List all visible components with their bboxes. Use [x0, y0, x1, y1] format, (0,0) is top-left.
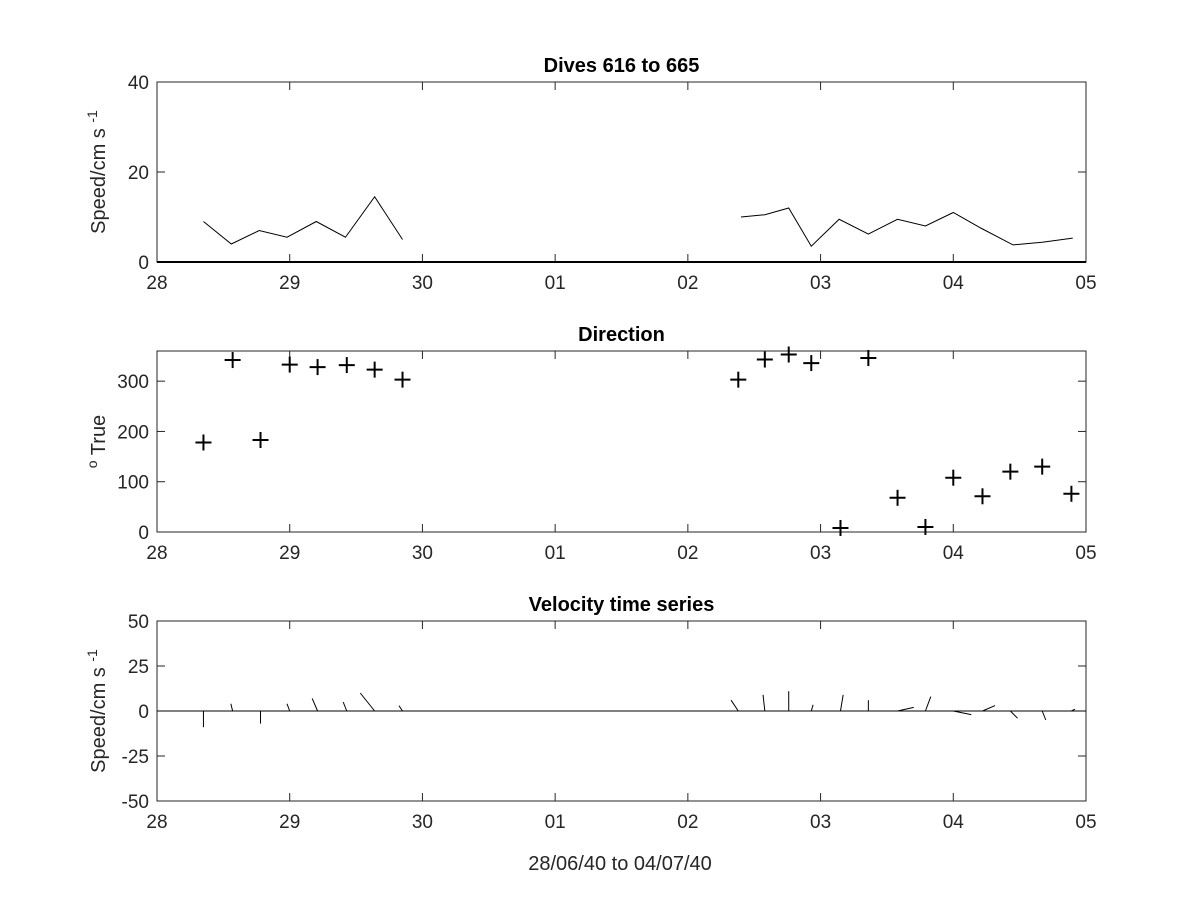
x-tick-label: 02 — [677, 543, 698, 564]
x-tick-label: 02 — [677, 812, 698, 833]
y-axis-label-superscript: o — [84, 460, 100, 468]
x-tick-label: 01 — [545, 812, 566, 833]
y-tick-label: 50 — [128, 612, 149, 633]
velocity-vector — [342, 701, 348, 712]
data-point-plus-marker — [889, 489, 906, 506]
data-point-plus-marker — [309, 359, 326, 376]
x-tick-label: 04 — [943, 543, 965, 564]
x-tick-label: 28 — [146, 543, 167, 564]
chart-panel-1: 28 29 30 01 02 03 04 05 0 20 40 Dives 616 to 665 Spe… — [84, 55, 1097, 294]
data-point-plus-marker — [1034, 458, 1051, 475]
data-point-plus-marker — [780, 346, 797, 363]
data-point-plus-marker — [224, 352, 241, 369]
velocity-vector — [286, 703, 291, 712]
plot-area — [156, 81, 1087, 263]
chart-panel-2: 28 29 30 01 02 03 04 05 0 100 200 300 Direction o Tru… — [84, 324, 1097, 564]
x-tick-label: 29 — [279, 273, 300, 294]
data-point-plus-marker — [832, 519, 849, 536]
x-tick-label: 03 — [810, 543, 831, 564]
x-tick-label: 28 — [146, 812, 167, 833]
velocity-vector — [359, 692, 376, 712]
velocity-vector — [230, 703, 234, 712]
data-point-plus-marker — [945, 469, 962, 486]
x-tick-label: 03 — [810, 812, 831, 833]
velocity-vector — [839, 694, 844, 712]
velocity-vector — [762, 694, 766, 712]
velocity-vector — [1041, 710, 1047, 721]
x-tick-label: 02 — [677, 273, 698, 294]
velocity-vector — [730, 699, 739, 712]
chart-title: Dives 616 to 665 — [544, 55, 700, 77]
data-point-plus-marker — [803, 355, 820, 372]
y-axis-label-text: True — [88, 415, 110, 461]
x-tick-label: 01 — [545, 273, 566, 294]
y-axis-label-superscript: -1 — [84, 110, 100, 123]
data-point-plus-marker — [281, 356, 298, 373]
x-tick-label: 05 — [1075, 543, 1096, 564]
y-tick-label: 40 — [128, 73, 149, 94]
y-tick-label: 100 — [117, 473, 149, 494]
data-point-plus-marker — [195, 434, 212, 451]
y-axis-label: Speed/cm s -1 — [84, 649, 110, 773]
y-axis-label: Speed/cm s -1 — [84, 110, 110, 234]
y-tick-label: 0 — [138, 702, 149, 723]
data-point-plus-marker — [252, 431, 269, 448]
data-point-plus-marker — [338, 357, 355, 374]
y-tick-label: -25 — [122, 747, 149, 768]
x-tick-label: 30 — [412, 812, 433, 833]
x-tick-label: 03 — [810, 273, 831, 294]
velocity-vector — [1009, 710, 1018, 719]
velocity-vector — [311, 698, 319, 712]
data-point-plus-marker — [394, 371, 411, 388]
data-point-plus-marker — [917, 518, 934, 535]
series-line-segment — [740, 207, 1073, 248]
x-tick-label: 30 — [412, 543, 433, 564]
velocity-vector — [398, 705, 403, 712]
x-tick-label: 29 — [279, 812, 300, 833]
x-tick-label: 05 — [1075, 812, 1096, 833]
y-axis-label-text: Speed/cm s — [88, 662, 110, 773]
chart-title: Velocity time series — [529, 594, 715, 616]
x-tick-label: 28 — [146, 273, 167, 294]
x-tick-label: 05 — [1075, 273, 1096, 294]
figure-x-axis-label: 28/06/40 to 04/07/40 — [528, 853, 712, 875]
y-tick-label: -50 — [122, 792, 149, 813]
x-tick-label: 04 — [943, 812, 965, 833]
y-tick-label: 20 — [128, 163, 149, 184]
velocity-vector — [982, 705, 996, 712]
velocity-vector — [897, 706, 914, 712]
y-tick-label: 200 — [117, 422, 149, 443]
data-point-plus-marker — [756, 351, 773, 368]
y-axis-label: o True — [84, 415, 110, 468]
series-line-segment — [203, 195, 403, 245]
velocity-vector — [810, 704, 814, 712]
x-tick-label: 04 — [943, 273, 965, 294]
y-tick-label: 0 — [138, 253, 149, 274]
velocity-vector — [953, 710, 972, 716]
data-point-plus-marker — [1002, 463, 1019, 480]
chart-title: Direction — [578, 324, 665, 346]
y-tick-label: 300 — [117, 372, 149, 393]
y-axis-label-text: Speed/cm s — [88, 123, 110, 234]
x-tick-label: 30 — [412, 273, 433, 294]
data-point-plus-marker — [730, 371, 747, 388]
velocity-vector — [924, 696, 932, 712]
chart-panel-3: 28 29 30 01 02 03 04 05 -50 -25 0 25 50 Velocity time… — [84, 594, 1097, 833]
velocity-vector — [1071, 708, 1076, 712]
data-point-plus-marker — [860, 350, 877, 367]
y-axis-label-superscript: -1 — [84, 649, 100, 662]
x-tick-label: 29 — [279, 543, 300, 564]
data-point-plus-marker — [974, 488, 991, 505]
data-point-plus-marker — [1063, 485, 1080, 502]
y-tick-label: 25 — [128, 657, 149, 678]
y-tick-label: 0 — [138, 523, 149, 544]
plot-area — [156, 350, 1087, 533]
x-tick-label: 01 — [545, 543, 566, 564]
data-point-plus-marker — [366, 361, 383, 378]
